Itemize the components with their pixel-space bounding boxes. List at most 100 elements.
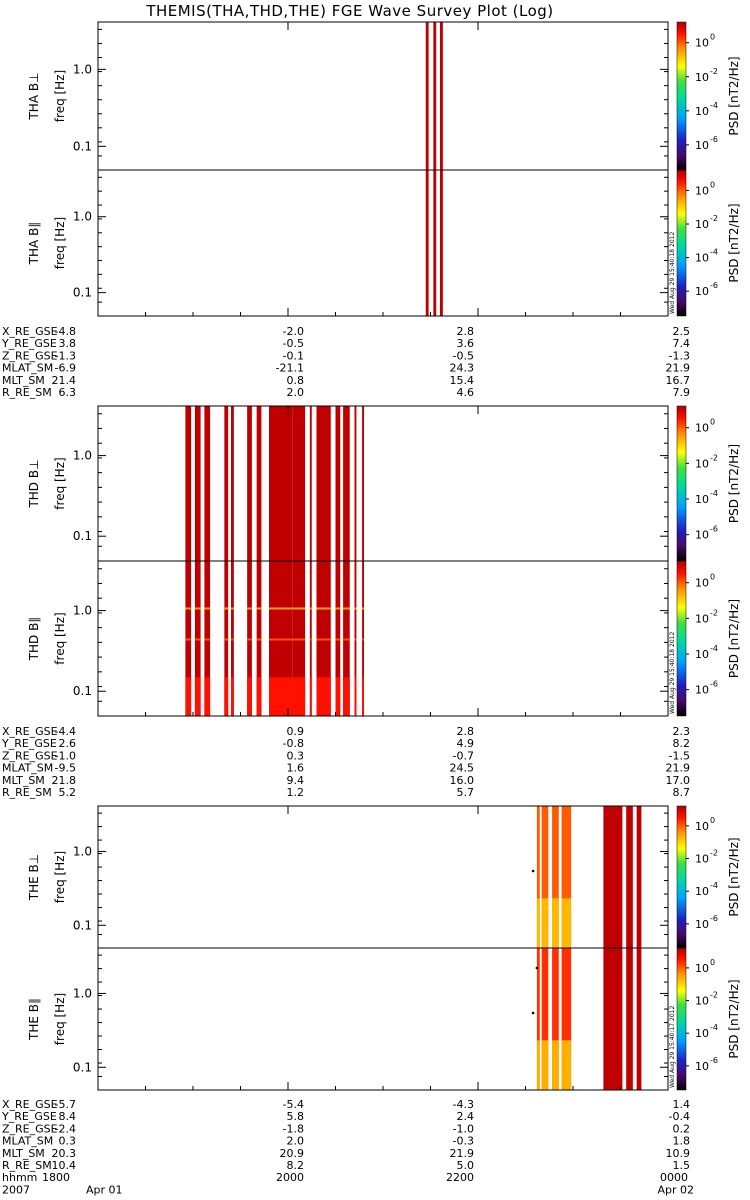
ephemeris-value: 4.6 (457, 386, 475, 399)
colorbar-tick-base: 10 (695, 184, 709, 197)
harmonic-line-1-5 (247, 638, 252, 641)
harmonic-line-1-1 (194, 638, 201, 641)
colorbar-tick-exp: -6 (710, 914, 718, 923)
colorbar-tick-exp: -4 (710, 101, 718, 110)
ephemeris-value: 0.3 (287, 749, 305, 762)
colorbar-label: PSD [nT2/Hz] (727, 56, 741, 135)
component-label-0: THD B⊥ (27, 459, 41, 508)
time-tick-label: 2000 (276, 1171, 304, 1184)
colorbar-tick-exp: -6 (710, 525, 718, 534)
colorbar-1 (676, 560, 687, 717)
ephemeris-value: 15.4 (450, 374, 475, 387)
spectrogram-band-thd-perp-3 (224, 406, 229, 561)
colorbar-label: PSD [nT2/Hz] (727, 444, 741, 523)
spectrogram-yellow-0-1 (541, 898, 549, 948)
spectrogram-lowfreq-thd-1-0 (185, 677, 192, 716)
y-tick-label: 0.1 (73, 529, 92, 543)
spectrogram-band-thd-perp-4 (231, 406, 234, 561)
ephemeris-name: Y_RE_GSE (1, 737, 57, 750)
colorbar-tick-base: 10 (695, 1060, 709, 1073)
ephemeris-value: 7.9 (673, 386, 691, 399)
colorbar-tick-exp: 0 (710, 180, 715, 189)
spectrogram-band-thd-perp-14 (362, 406, 364, 561)
harmonic-line-1-11 (335, 638, 341, 641)
date-label-end: Apr 02 (657, 1183, 694, 1196)
harmonic-line-1-7 (269, 638, 293, 641)
ephemeris-value: -2.0 (283, 325, 304, 338)
colorbar-tick-exp: 0 (710, 573, 715, 582)
harmonic-line-1-14 (362, 638, 364, 641)
ephemeris-value: 24.3 (450, 362, 475, 375)
harmonic-line-1-0 (185, 638, 192, 641)
ephemeris-value: -5.7 (55, 1098, 76, 1111)
spectrogram-lowfreq-thd-1-8 (292, 677, 306, 716)
harmonic-line-0-13 (354, 607, 357, 610)
ephemeris-value: 8.4 (59, 1110, 77, 1123)
year-label: 2007 (2, 1183, 30, 1196)
ephemeris-value: -0.8 (283, 737, 304, 750)
ephemeris-value: 1.8 (673, 1135, 691, 1148)
colorbar-tick-base: 10 (695, 612, 709, 625)
ephemeris-value: 3.6 (457, 337, 475, 350)
ephemeris-value: 2.6 (59, 737, 77, 750)
ephemeris-value: -9.5 (55, 762, 76, 775)
colorbar-tick-exp: 0 (710, 816, 715, 825)
y-tick-label: 1.0 (73, 62, 92, 76)
spectrogram-lowfreq-thd-1-4 (231, 677, 234, 716)
ephemeris-value: 8.2 (673, 737, 691, 750)
colorbar-tick-exp: -6 (710, 135, 718, 144)
colorbar-tick-base: 10 (695, 285, 709, 298)
ephemeris-name: R_RE_SM (2, 386, 52, 399)
ephemeris-value: 10.9 (666, 1147, 691, 1160)
spectrogram-band-thd-perp-13 (354, 406, 357, 561)
ephemeris-value: 1.6 (287, 762, 305, 775)
spectrogram-lowfreq-thd-1-6 (256, 677, 262, 716)
harmonic-line-0-6 (256, 607, 262, 610)
harmonic-line-1-3 (224, 638, 229, 641)
harmonic-line-1-13 (354, 638, 357, 641)
ephemeris-name: Z_RE_GSE (2, 749, 58, 762)
harmonic-line-1-2 (204, 638, 211, 641)
colorbar-tick-exp: -4 (710, 644, 718, 653)
ephemeris-value: -6.9 (55, 362, 76, 375)
harmonic-line-0-11 (335, 607, 341, 610)
colorbar-tick-base: 10 (695, 1027, 709, 1040)
ephemeris-value: 20.9 (280, 1147, 305, 1160)
ephemeris-value: 2.0 (287, 1135, 305, 1148)
spectrogram-band-tha-par-0 (425, 170, 429, 316)
component-label-0: THA B⊥ (27, 72, 41, 120)
ephemeris-value: 24.5 (450, 762, 475, 775)
ephemeris-value: 5.2 (59, 786, 77, 799)
ephemeris-value: -4.3 (453, 1098, 474, 1111)
harmonic-line-0-5 (247, 607, 252, 610)
colorbar-tick-exp: -4 (710, 489, 718, 498)
ephemeris-value: 1.4 (673, 1098, 691, 1111)
colorbar-tick-exp: -6 (710, 1056, 718, 1065)
colorbar-tick-exp: 0 (710, 418, 715, 427)
colorbar-tick-exp: -2 (710, 453, 718, 462)
colorbar-tick-exp: -4 (710, 248, 718, 257)
ephemeris-value: 8.7 (673, 786, 691, 799)
ephemeris-value: -1.8 (283, 1122, 304, 1135)
hhmm-label: hhmm (2, 1171, 37, 1184)
colorbar-tick-base: 10 (695, 139, 709, 152)
colorbar-tick-base: 10 (695, 422, 709, 435)
ephemeris-name: MLT_SM (2, 1147, 45, 1160)
spectrogram-band-thd-perp-5 (247, 406, 252, 561)
ephemeris-value: 21.9 (666, 762, 691, 775)
freq-axis-label: freq [Hz] (53, 851, 67, 903)
time-tick-label: 1800 (42, 1171, 70, 1184)
colorbar-tick-exp: -2 (710, 849, 718, 858)
colorbar-tick-base: 10 (695, 962, 709, 975)
y-tick-label: 0.1 (73, 139, 92, 153)
spectrogram-band-thd-perp-6 (256, 406, 262, 561)
spectrogram-lowfreq-thd-1-2 (204, 677, 211, 716)
ephemeris-value: -0.5 (283, 337, 304, 350)
colorbar-tick-base: 10 (695, 918, 709, 931)
ephemeris-value: -2.4 (55, 1122, 76, 1135)
colorbar-tick-base: 10 (695, 995, 709, 1008)
harmonic-line-0-12 (343, 607, 350, 610)
ephemeris-value: -21.1 (276, 362, 304, 375)
harmonic-line-0-14 (362, 607, 364, 610)
